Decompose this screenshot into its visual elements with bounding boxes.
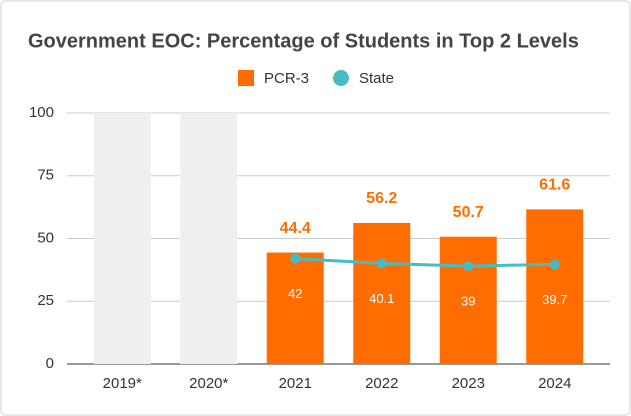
y-tick-label: 50 [37,229,54,246]
y-tick-label: 75 [37,167,54,184]
y-tick-label: 0 [46,355,54,372]
bar-value-label: 61.6 [539,177,570,194]
placeholder-bar [180,113,238,364]
legend-swatch [333,70,349,86]
x-tick-label: 2023 [452,375,485,392]
line-value-label: 39.7 [542,292,567,307]
bar-value-label: 44.4 [280,220,311,237]
y-tick-label: 25 [37,292,54,309]
y-tick-label: 100 [29,104,54,121]
x-tick-label: 2024 [538,375,571,392]
legend-label: PCR-3 [264,70,309,87]
chart-title: Government EOC: Percentage of Students i… [28,30,579,52]
bar [439,236,497,364]
bar [266,252,324,364]
bar [526,209,584,364]
bar-value-label: 56.2 [366,190,397,207]
legend-label: State [359,70,394,87]
x-tick-label: 2020* [189,375,228,392]
bar [353,222,411,364]
line [295,257,555,268]
bar-value-label: 50.7 [453,204,484,221]
legend-swatch [238,70,254,86]
line-point [463,261,474,272]
line-value-label: 40.1 [369,291,394,306]
placeholder-bar [93,113,151,364]
x-tick-label: 2022 [365,375,398,392]
line-point [549,259,560,270]
line-point [376,258,387,269]
line-point [290,253,301,264]
x-tick-label: 2019* [103,375,142,392]
line-value-label: 42 [288,286,302,301]
line-value-label: 39 [461,294,475,309]
x-tick-label: 2021 [279,375,312,392]
